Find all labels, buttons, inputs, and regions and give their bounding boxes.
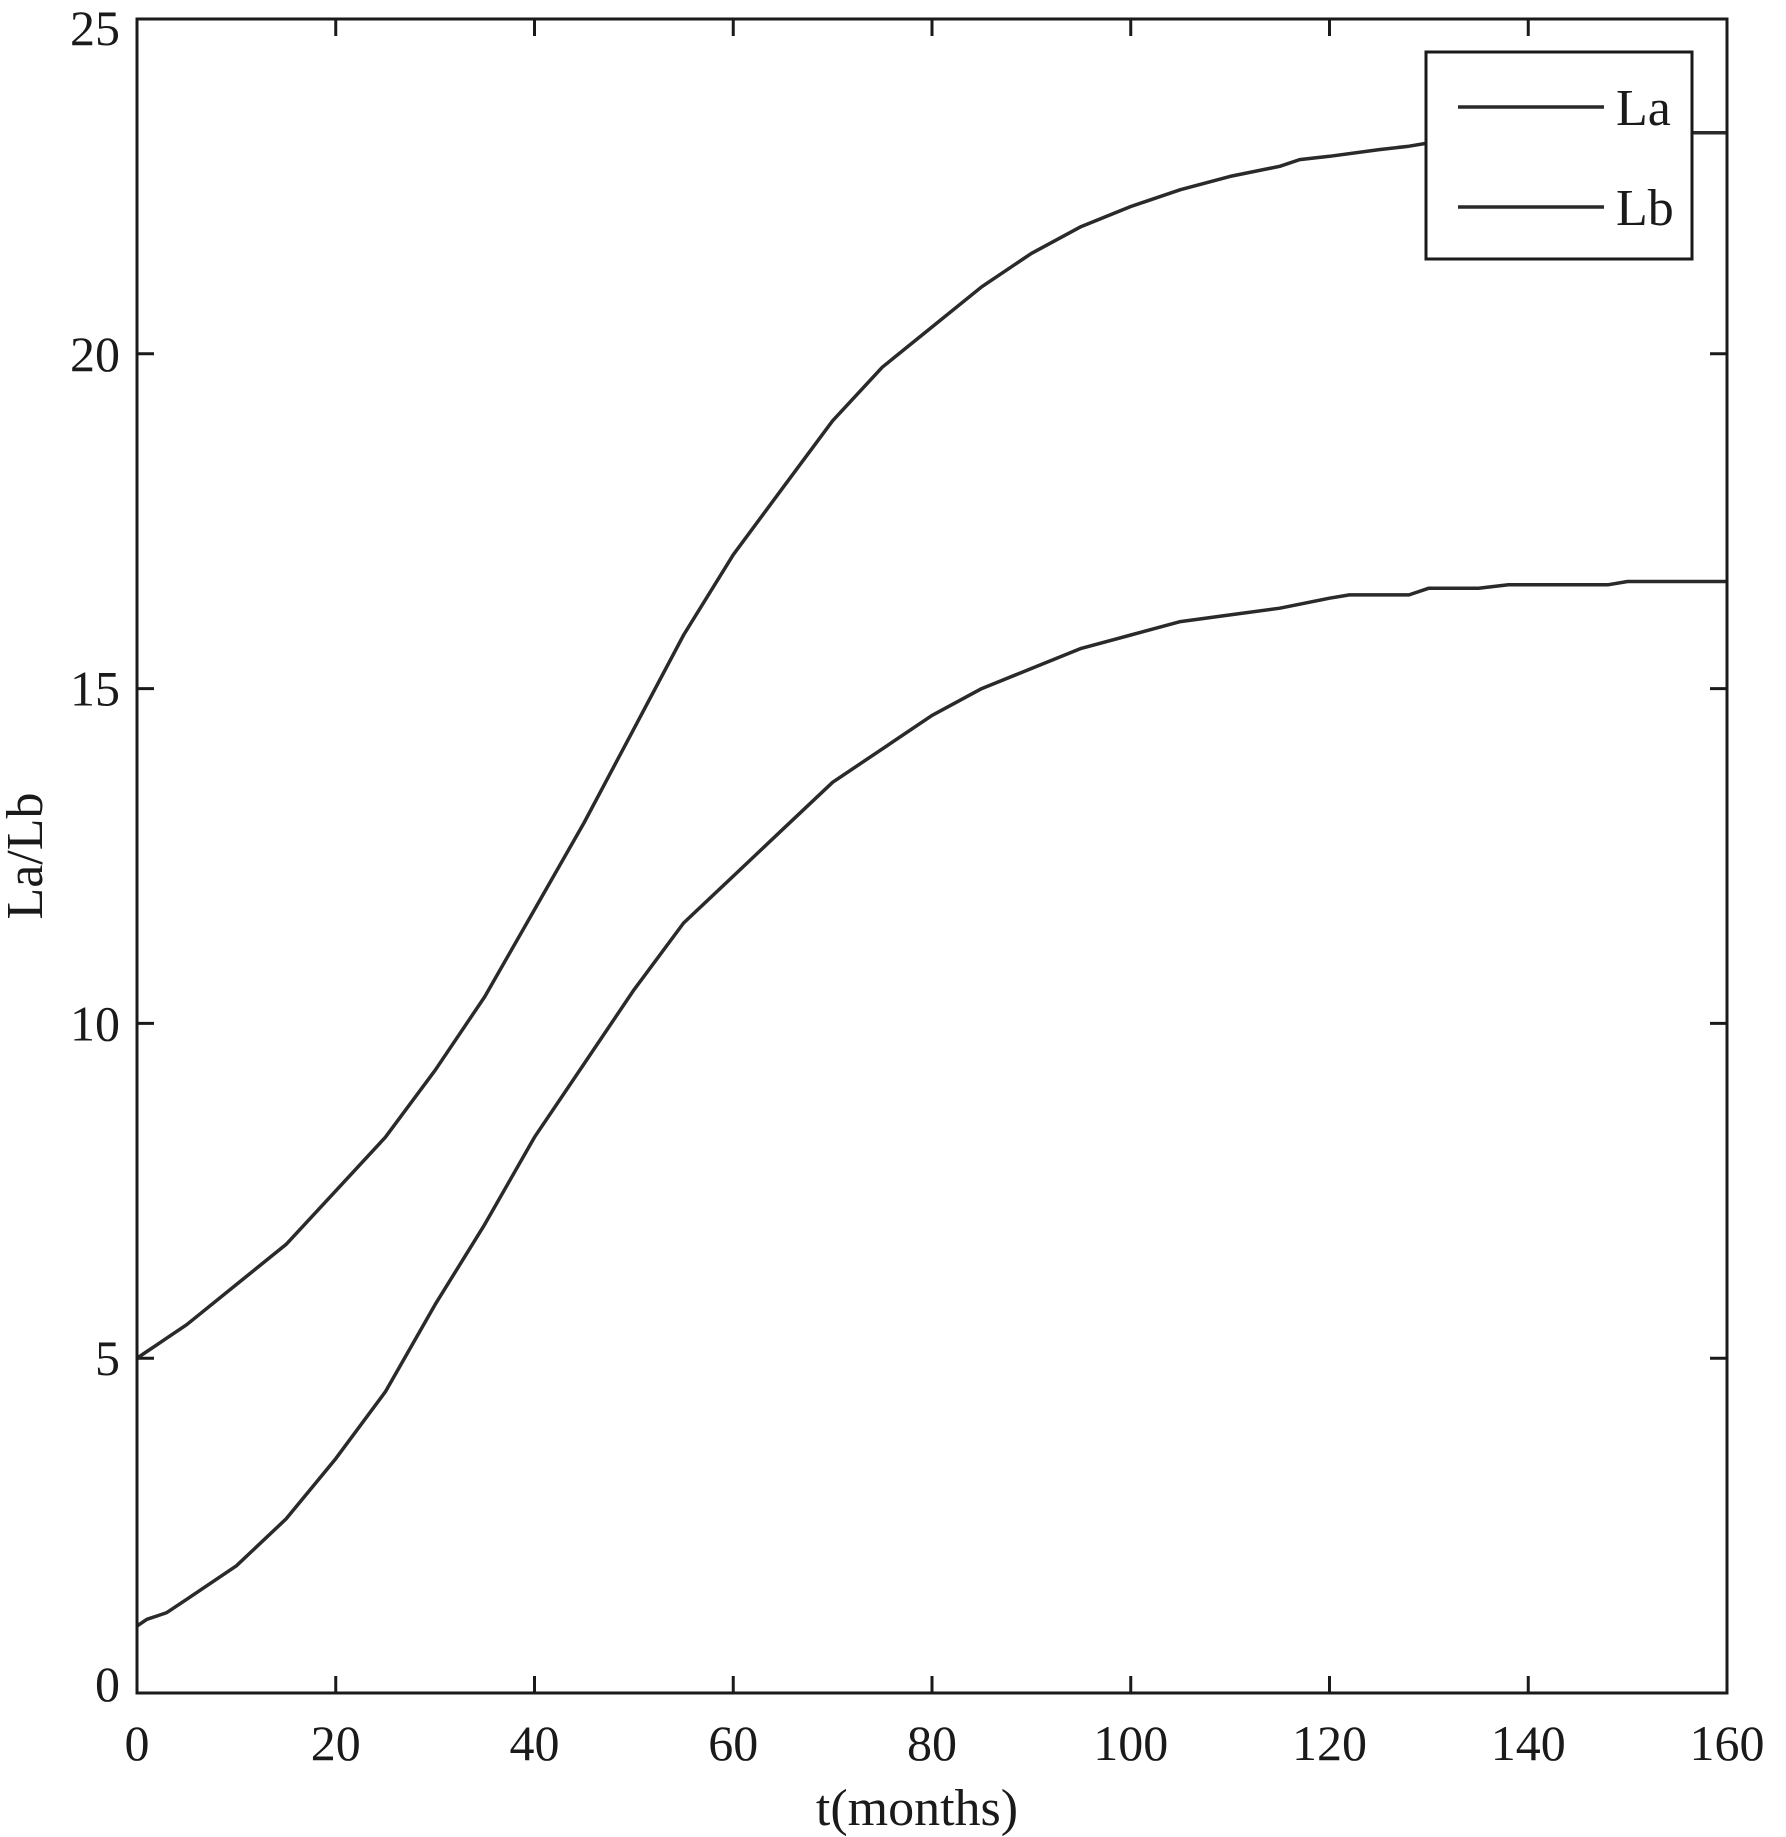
x-tick-label-8: 160 xyxy=(1690,1715,1765,1771)
x-tick-label-0: 0 xyxy=(125,1715,150,1771)
y-tick-label-1: 5 xyxy=(95,1330,120,1386)
y-tick-label-3: 15 xyxy=(70,661,120,717)
x-tick-label-6: 120 xyxy=(1292,1715,1367,1771)
y-tick-label-4: 20 xyxy=(70,326,120,382)
y-tick-label-2: 10 xyxy=(70,995,120,1051)
legend-label-La: La xyxy=(1616,80,1671,137)
x-axis-label: t(months) xyxy=(816,1780,1018,1837)
axis-ticks xyxy=(135,17,1729,1695)
tick-labels: 0 20 40 60 80 100 120 140 160 0 5 10 15 20 25 xyxy=(70,0,1765,1771)
x-tick-label-3: 60 xyxy=(708,1715,758,1771)
legend-box xyxy=(1424,50,1694,261)
legend: La Lb xyxy=(1424,50,1694,261)
x-tick-label-7: 140 xyxy=(1491,1715,1566,1771)
y-tick-label-0: 0 xyxy=(95,1656,120,1712)
x-tick-label-4: 80 xyxy=(907,1715,957,1771)
series-layer xyxy=(136,131,1727,1628)
y-axis-label: La/Lb xyxy=(0,792,54,919)
y-tick-label-5: 25 xyxy=(70,0,120,56)
x-tick-label-2: 40 xyxy=(510,1715,560,1771)
x-tick-label-1: 20 xyxy=(311,1715,361,1771)
plot-frame xyxy=(135,17,1729,1695)
legend-label-Lb: Lb xyxy=(1616,180,1674,237)
series-line-Lb xyxy=(136,579,1727,1628)
x-tick-label-5: 100 xyxy=(1093,1715,1168,1771)
series-line-La xyxy=(136,131,1727,1360)
